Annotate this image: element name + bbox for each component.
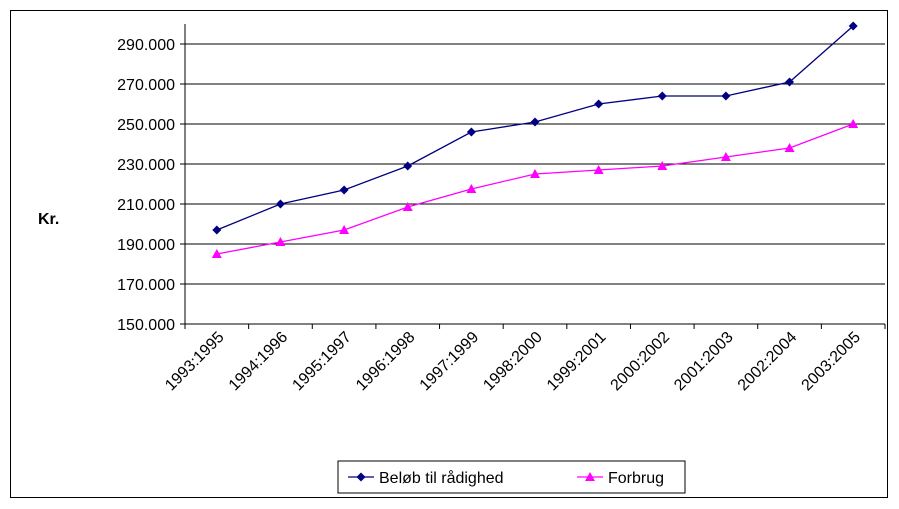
y-tick-label: 210.000: [117, 197, 175, 214]
data-point: [848, 119, 859, 128]
data-point: [466, 127, 476, 137]
legend-marker: [356, 472, 366, 482]
y-tick-label: 290.000: [117, 37, 175, 54]
data-point: [530, 117, 540, 127]
data-point: [657, 161, 668, 170]
data-point: [275, 199, 285, 209]
legend-label: Forbrug: [608, 470, 664, 487]
y-tick-label: 190.000: [117, 237, 175, 254]
x-tick-label: 1997:1999: [417, 329, 483, 395]
data-point: [657, 91, 667, 101]
x-tick-label: 1994:1996: [226, 329, 292, 395]
y-tick-label: 250.000: [117, 117, 175, 134]
legend-item: Beløb til rådighed: [348, 469, 504, 487]
y-axis-title: Kr.: [38, 211, 59, 228]
data-point: [594, 99, 604, 109]
data-point: [785, 77, 795, 87]
x-tick-label: 1996:1998: [353, 329, 419, 395]
data-point: [530, 169, 540, 178]
series-2: [211, 119, 859, 258]
y-tick-label: 270.000: [117, 77, 175, 94]
data-point: [339, 225, 350, 234]
y-tick-label: 170.000: [117, 277, 175, 294]
series-line: [216, 123, 854, 255]
series-layer: [211, 21, 859, 258]
gridlines: [185, 43, 885, 285]
series-1: [212, 21, 858, 235]
x-tick-label: 2003:2005: [799, 329, 865, 395]
axes: [180, 24, 886, 329]
legend-item: Forbrug: [577, 470, 664, 487]
x-tick-label: 2002:2004: [735, 329, 801, 395]
legend-marker: [585, 472, 595, 481]
data-point: [466, 184, 477, 193]
data-point: [721, 91, 731, 101]
series-line: [216, 25, 854, 231]
x-tick-label: 1995:1997: [289, 329, 355, 395]
data-point: [784, 143, 795, 152]
x-tick-label: 1999:2001: [544, 329, 610, 395]
x-tick-label: 2000:2002: [608, 329, 674, 395]
legend-box: [337, 460, 686, 494]
data-point: [339, 185, 349, 195]
x-tick-label: 2001:2003: [671, 329, 737, 395]
data-point: [720, 152, 731, 161]
x-tick-label: 1998:2000: [480, 329, 546, 395]
data-point: [593, 165, 604, 174]
y-tick-labels: 150.000 170.000 190.000 210.000 230.000 250.0…: [117, 37, 175, 334]
data-point: [403, 161, 413, 171]
data-point: [211, 249, 222, 258]
x-tick-labels: 1993:19951994:19961995:19971996:19981997…: [162, 329, 864, 395]
legend-label: Beløb til rådighed: [379, 469, 504, 487]
legend: Beløb til rådighed Forbrug: [337, 460, 686, 494]
data-point: [848, 21, 858, 31]
y-tick-label: 230.000: [117, 157, 175, 174]
y-tick-label: 150.000: [117, 317, 175, 334]
x-tick-label: 1993:1995: [162, 329, 228, 395]
data-point: [275, 237, 286, 246]
chart-frame: [10, 10, 888, 498]
data-point: [212, 225, 222, 235]
data-point: [402, 202, 413, 211]
